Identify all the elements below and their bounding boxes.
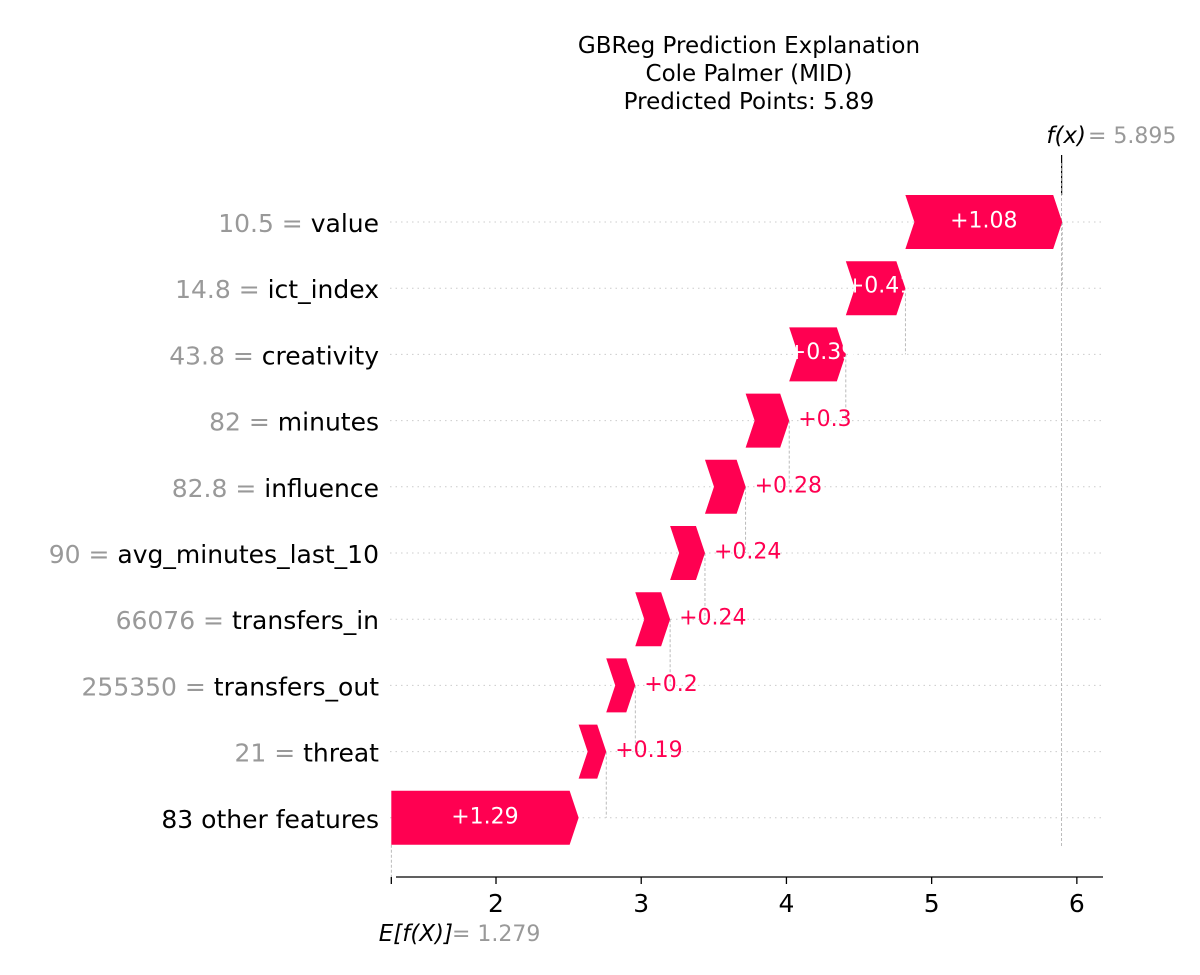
bar-avg_minutes_last_10: [670, 526, 705, 580]
feature-value: 82.8 =: [172, 473, 265, 502]
x-tick-label: 6: [1069, 889, 1085, 918]
feature-name: avg_minutes_last_10: [117, 540, 379, 569]
feature-label: 90 = avg_minutes_last_10: [49, 540, 379, 569]
feature-name: value: [311, 209, 379, 238]
feature-name: transfers_out: [214, 672, 379, 701]
output-value-label: f(x): [1046, 123, 1086, 149]
bar-value-label: +0.39: [788, 340, 855, 365]
title-line-prediction: Predicted Points: 5.89: [623, 89, 875, 115]
feature-label: 14.8 = ict_index: [175, 275, 379, 304]
feature-label: 255350 = transfers_out: [82, 672, 380, 701]
bar-threat: [578, 724, 607, 779]
bar-value-label: +0.24: [679, 606, 746, 631]
feature-label: 43.8 = creativity: [169, 341, 379, 370]
feature-name: creativity: [262, 341, 379, 370]
feature-name: threat: [303, 738, 379, 767]
feature-value: 43.8 =: [169, 341, 262, 370]
feature-label: 82.8 = influence: [172, 473, 379, 502]
bar-value-label: +0.19: [615, 738, 682, 763]
x-tick-label: 5: [924, 889, 940, 918]
feature-name: minutes: [278, 407, 379, 436]
bar-minutes: [745, 393, 790, 448]
x-tick-label: 3: [633, 889, 649, 918]
bar-transfers_in: [635, 592, 671, 647]
feature-label: 66076 = transfers_in: [116, 606, 379, 635]
feature-label: 10.5 = value: [218, 209, 379, 238]
bar-value-label: +0.41: [846, 274, 913, 299]
bar-ict_index: [845, 261, 906, 316]
feature-value: 90 =: [49, 540, 118, 569]
x-tick-label: 2: [488, 889, 504, 918]
title-line-player: Cole Palmer (MID): [645, 61, 853, 87]
base-value-number: = 1.279: [452, 922, 540, 947]
feature-value: 10.5 =: [218, 209, 311, 238]
base-value-label: E[f(X)]: [379, 921, 453, 947]
feature-label: 82 = minutes: [209, 407, 379, 436]
bar-value-label: +1.08: [950, 209, 1017, 234]
feature-value: 255350 =: [82, 672, 214, 701]
bar-value-label: +0.28: [755, 473, 822, 498]
bar-creativity: [789, 327, 846, 382]
feature-value: 21 =: [234, 738, 303, 767]
bar-value-label: +0.2: [644, 672, 697, 697]
feature-name: 83 other features: [161, 804, 379, 833]
x-tick-label: 4: [778, 889, 794, 918]
bar-83-other-features: [391, 790, 579, 845]
bar-transfers_out: [606, 658, 636, 713]
bar-value: [905, 195, 1063, 249]
feature-value: 82 =: [209, 407, 278, 436]
feature-name: ict_index: [268, 275, 379, 304]
title-line-model: GBReg Prediction Explanation: [577, 33, 921, 59]
bar-value-label: +0.3: [798, 407, 851, 432]
feature-value: 14.8 =: [175, 275, 268, 304]
feature-label: 21 = threat: [234, 738, 379, 767]
feature-name: influence: [264, 473, 379, 502]
bar-value-label: +1.29: [451, 804, 518, 829]
feature-name: transfers_in: [232, 606, 379, 635]
output-value-number: = 5.895: [1088, 124, 1176, 149]
chart-title: GBReg Prediction Explanation Cole Palmer…: [449, 32, 1049, 116]
feature-value: 66076 =: [116, 606, 232, 635]
bar-value-label: +0.24: [714, 540, 781, 565]
feature-label: 83 other features: [161, 804, 379, 833]
bar-influence: [704, 459, 746, 514]
